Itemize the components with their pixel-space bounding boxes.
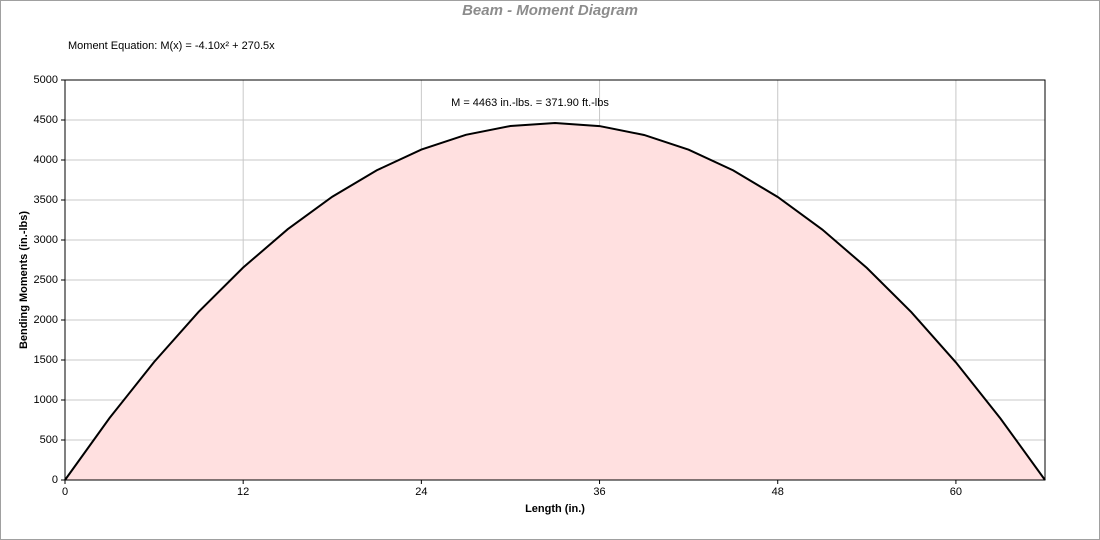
- x-tick-label: 24: [415, 486, 427, 498]
- y-tick-label: 5000: [34, 74, 58, 86]
- y-tick-label: 500: [40, 434, 58, 446]
- x-tick-label: 60: [950, 486, 962, 498]
- moment-line: [64, 122, 1046, 481]
- plot-border: [64, 79, 1046, 481]
- x-tick-label: 36: [593, 486, 605, 498]
- y-tick-label: 2000: [34, 314, 58, 326]
- x-tick-label: 48: [772, 486, 784, 498]
- x-tick-label: 12: [237, 486, 249, 498]
- plot: [64, 122, 1046, 481]
- y-tick-label: 0: [52, 474, 58, 486]
- y-axis-title: Bending Moments (in.-lbs): [18, 211, 30, 349]
- y-tick-label: 1000: [34, 394, 58, 406]
- y-tick-label: 2500: [34, 274, 58, 286]
- annotation: M = 4463 in.-lbs. = 371.90 ft.-lbs: [451, 97, 609, 109]
- y-tick-label: 4500: [34, 114, 58, 126]
- y-tick-label: 3500: [34, 194, 58, 206]
- x-tick-label: 0: [62, 486, 68, 498]
- y-tick-label: 4000: [34, 154, 58, 166]
- x-axis-title: Length (in.): [525, 503, 585, 515]
- y-tick-label: 1500: [34, 354, 58, 366]
- y-tick-label: 3000: [34, 234, 58, 246]
- chart-title: Beam - Moment Diagram: [462, 2, 638, 19]
- area-fill: [65, 123, 1045, 480]
- equation: Moment Equation: M(x) = -4.10x² + 270.5x: [68, 40, 275, 52]
